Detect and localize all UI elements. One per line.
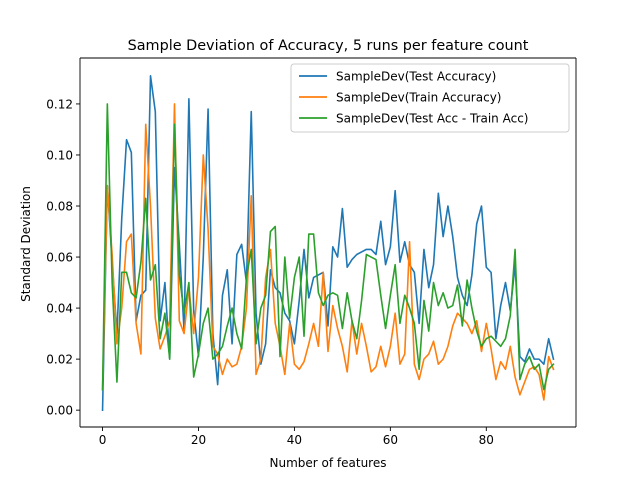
x-tick-label: 20 [191, 433, 206, 447]
x-axis-label: Number of features [270, 456, 387, 470]
legend: SampleDev(Test Accuracy) SampleDev(Train … [290, 63, 570, 133]
legend-box [290, 63, 570, 133]
legend-label-3: SampleDev(Test Acc - Train Acc) [336, 112, 528, 126]
y-tick-label: 0.02 [46, 353, 73, 367]
y-axis-label: Standard Deviation [19, 186, 33, 302]
y-tick-label: 0.12 [46, 97, 73, 111]
axes-frame: 0 20 40 60 80 0.00 0.02 0.04 0.06 0.08 0.10 0.12 [46, 57, 577, 447]
x-tick-label: 40 [287, 433, 302, 447]
y-tick-label: 0.00 [46, 404, 73, 418]
plot-area: 0 20 40 60 80 0.00 0.02 0.04 0.06 0.08 0.10 0.12 [46, 57, 577, 447]
y-tick-label: 0.06 [46, 251, 73, 265]
x-tick-label: 60 [383, 433, 398, 447]
legend-label-2: SampleDev(Train Accuracy) [336, 91, 501, 105]
series-group [101, 75, 555, 411]
legend-label-1: SampleDev(Test Accuracy) [336, 70, 496, 84]
x-tick-label: 80 [479, 433, 494, 447]
y-tick-label: 0.08 [46, 200, 73, 214]
chart-title: Sample Deviation of Accuracy, 5 runs per… [128, 38, 529, 54]
series-line-3 [101, 103, 555, 391]
x-tick-label: 0 [99, 433, 107, 447]
y-tick-label: 0.04 [46, 302, 73, 316]
y-tick-label: 0.10 [46, 148, 73, 162]
